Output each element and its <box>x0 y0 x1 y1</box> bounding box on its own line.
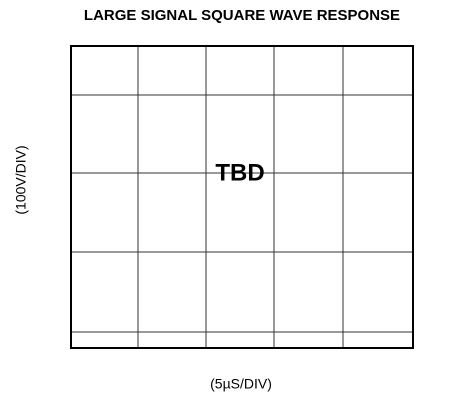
plot-frame <box>70 45 414 349</box>
y-axis-label: (100V/DIV) <box>13 145 29 214</box>
grid <box>70 45 414 349</box>
figure-title: LARGE SIGNAL SQUARE WAVE RESPONSE <box>84 7 400 24</box>
placeholder: TBD <box>215 159 264 186</box>
x-axis-label: (5µS/DIV) <box>210 376 272 392</box>
